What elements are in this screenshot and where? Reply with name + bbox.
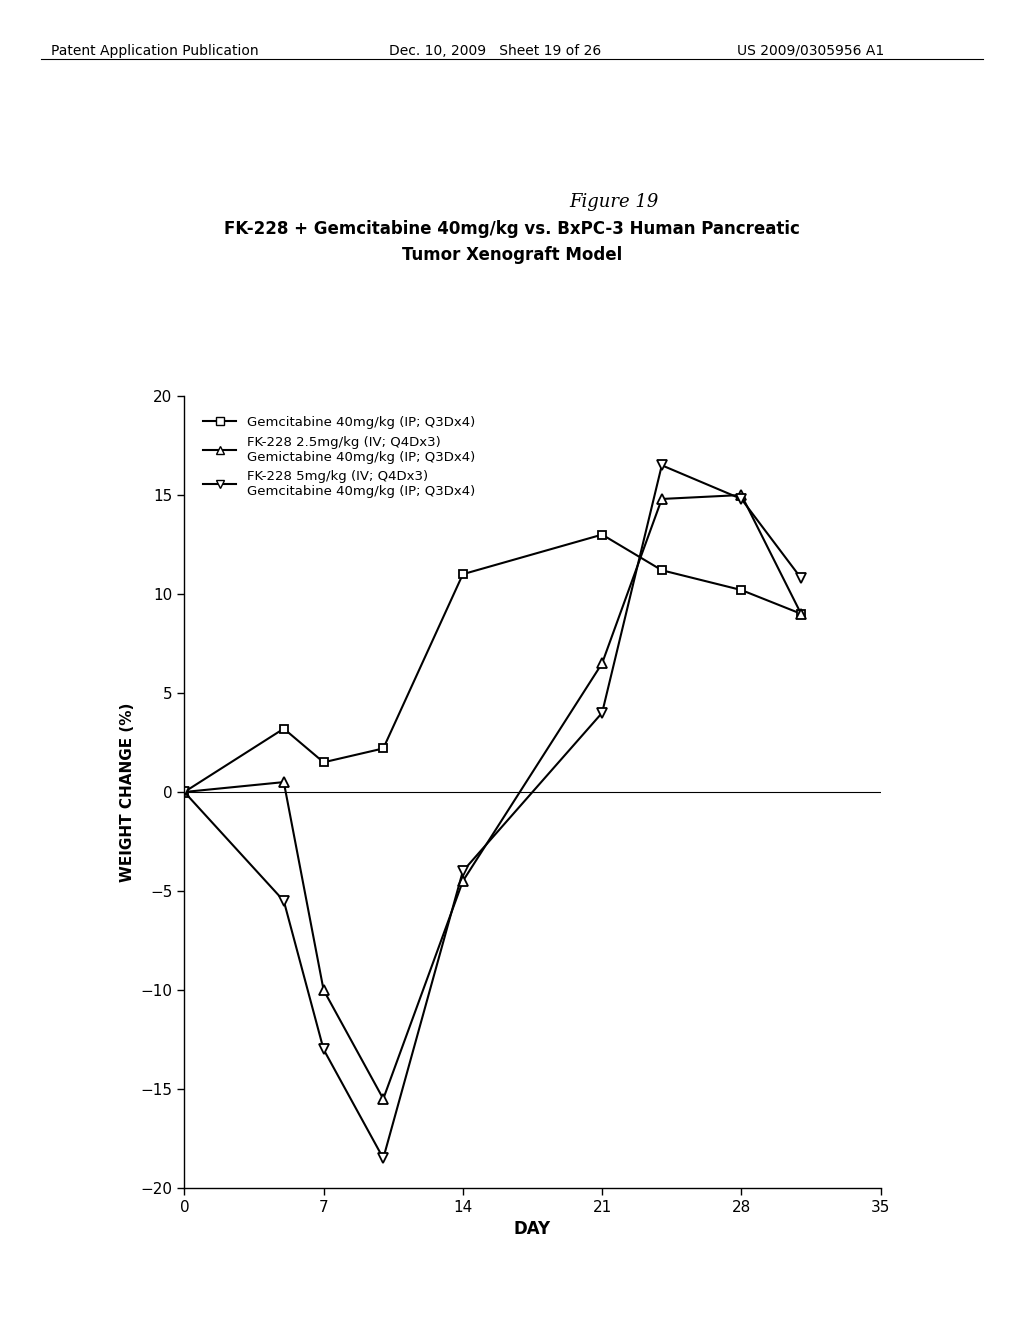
- X-axis label: DAY: DAY: [514, 1221, 551, 1238]
- Text: Dec. 10, 2009   Sheet 19 of 26: Dec. 10, 2009 Sheet 19 of 26: [389, 44, 601, 58]
- Y-axis label: WEIGHT CHANGE (%): WEIGHT CHANGE (%): [120, 702, 135, 882]
- Text: Tumor Xenograft Model: Tumor Xenograft Model: [401, 246, 623, 264]
- Legend: Gemcitabine 40mg/kg (IP; Q3Dx4), FK-228 2.5mg/kg (IV; Q4Dx3)
Gemictabine 40mg/kg: Gemcitabine 40mg/kg (IP; Q3Dx4), FK-228 …: [198, 411, 480, 504]
- Text: US 2009/0305956 A1: US 2009/0305956 A1: [737, 44, 885, 58]
- Text: FK-228 + Gemcitabine 40mg/kg vs. BxPC-3 Human Pancreatic: FK-228 + Gemcitabine 40mg/kg vs. BxPC-3 …: [224, 219, 800, 238]
- Text: Figure 19: Figure 19: [569, 193, 659, 211]
- Text: Patent Application Publication: Patent Application Publication: [51, 44, 259, 58]
